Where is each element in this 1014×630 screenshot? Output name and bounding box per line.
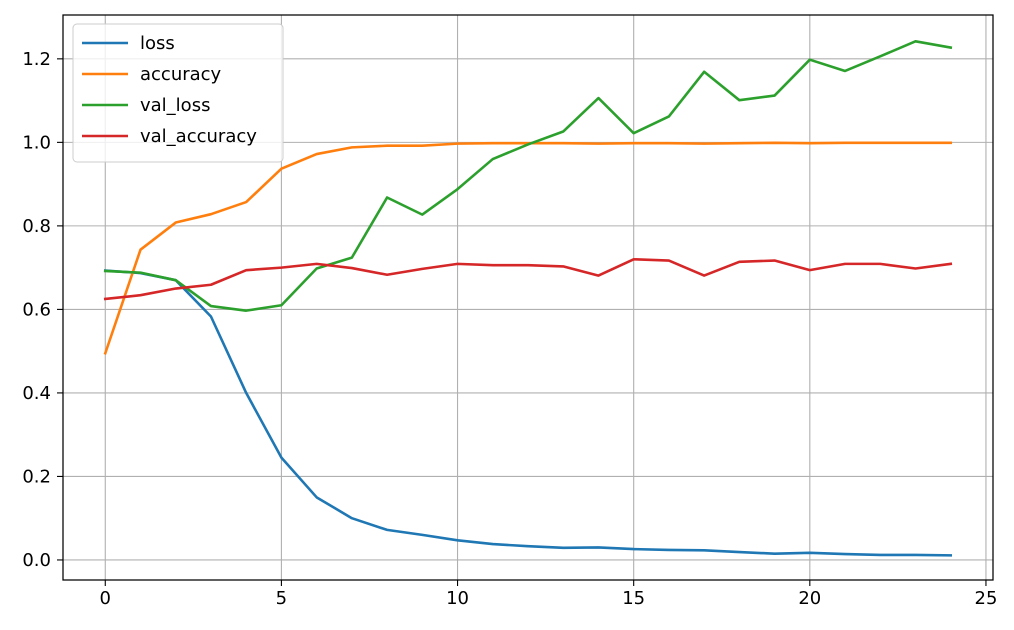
y-tick-label: 1.0 xyxy=(22,132,51,153)
legend: loss accuracy val_loss val_accuracy xyxy=(72,23,284,163)
x-tick-label: 5 xyxy=(276,588,287,609)
y-tick-label: 0.8 xyxy=(22,216,51,237)
series-line-val-accuracy xyxy=(103,257,953,301)
legend-label-loss: loss xyxy=(140,33,175,54)
y-tick-label: 0.0 xyxy=(22,550,51,571)
series-lines xyxy=(103,40,953,557)
legend-label-val-loss: val_loss xyxy=(140,95,210,116)
series-line-loss xyxy=(103,269,953,557)
legend-label-val-accuracy: val_accuracy xyxy=(140,126,257,147)
x-tick-label: 20 xyxy=(798,588,821,609)
legend-label-accuracy: accuracy xyxy=(140,64,222,85)
x-tick-label: 0 xyxy=(100,588,111,609)
plot-frame xyxy=(62,14,994,581)
y-tick-label: 1.2 xyxy=(22,49,51,70)
legend-box xyxy=(72,23,284,163)
y-axis-ticks: 0.0 0.2 0.4 0.6 0.8 1.0 1.2 xyxy=(22,49,63,571)
x-axis-ticks: 0 5 10 15 20 25 xyxy=(100,580,998,609)
x-tick-label: 25 xyxy=(975,588,998,609)
x-tick-label: 15 xyxy=(622,588,645,609)
series-line-val-loss xyxy=(103,40,953,312)
series-line-accuracy xyxy=(103,141,953,355)
y-tick-label: 0.2 xyxy=(22,466,51,487)
y-tick-label: 0.6 xyxy=(22,299,51,320)
x-tick-label: 10 xyxy=(446,588,469,609)
y-tick-label: 0.4 xyxy=(22,383,51,404)
